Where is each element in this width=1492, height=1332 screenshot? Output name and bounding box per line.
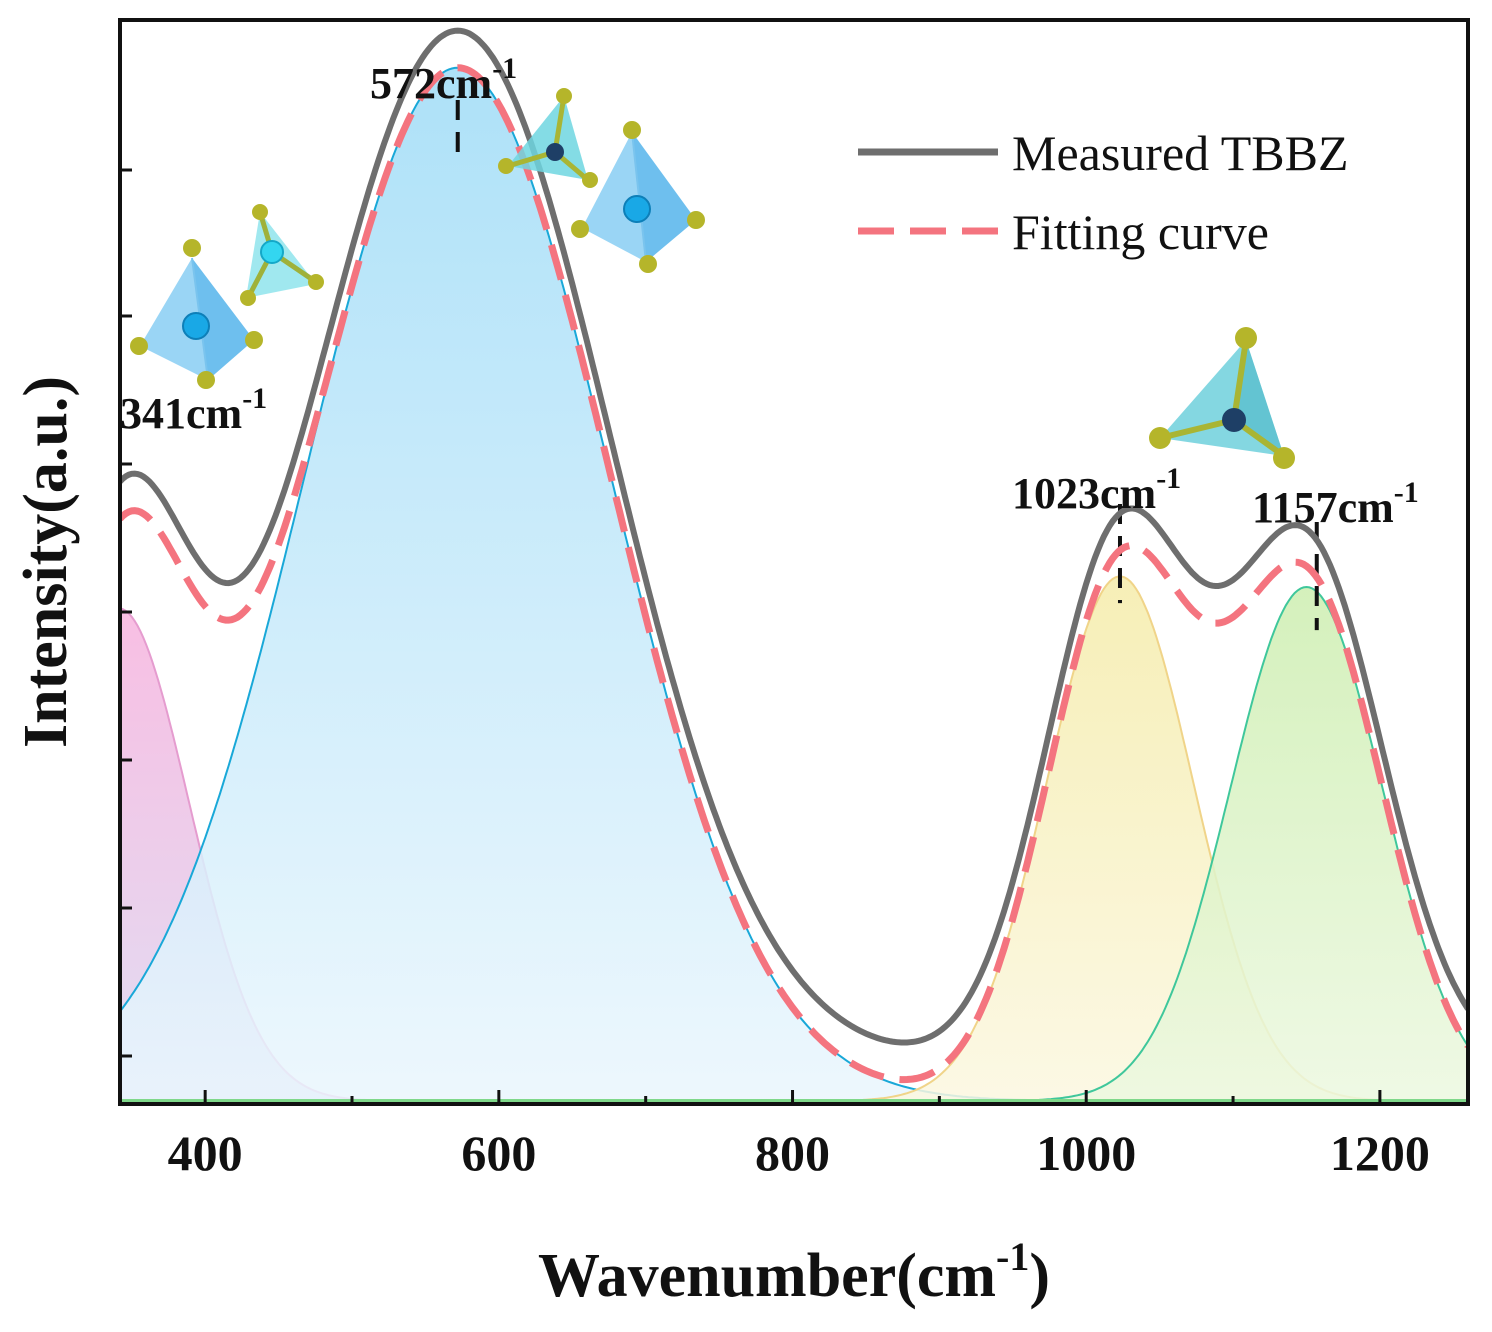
- x-tick-label-1200: 1200: [1330, 1125, 1430, 1181]
- plot-area: [120, 27, 1468, 1103]
- fitting-curve: [120, 64, 1468, 1084]
- tetrahedron-small-left-icon: [240, 204, 324, 306]
- tetrahedron-small-top-icon: [498, 88, 598, 188]
- tetrahedron-large-right-icon: [571, 121, 705, 273]
- x-ticks: 400 600 800 1000 1200: [168, 1090, 1430, 1181]
- legend: Measured TBBZ Fitting curve: [858, 125, 1349, 260]
- peak-label-341: 341cm-1: [120, 382, 267, 438]
- y-axis-title: Intensity(a.u.): [12, 376, 80, 748]
- legend-fit-label: Fitting curve: [1012, 204, 1269, 260]
- legend-measured-label: Measured TBBZ: [1012, 125, 1349, 181]
- tetrahedron-right-icon: [1149, 327, 1295, 469]
- x-tick-label-800: 800: [755, 1125, 830, 1181]
- tetrahedron-large-left-icon: [130, 239, 263, 389]
- x-tick-label-400: 400: [168, 1125, 243, 1181]
- measured-curve: [120, 27, 1468, 1046]
- x-tick-label-1000: 1000: [1036, 1125, 1136, 1181]
- component-band-572: [120, 67, 1468, 1102]
- peak-label-572: 572cm-1: [370, 52, 517, 108]
- y-ticks: [120, 168, 132, 1058]
- peak-label-1157: 1157cm-1: [1252, 476, 1419, 532]
- component-band-1150: [120, 587, 1468, 1101]
- peak-label-1023: 1023cm-1: [1012, 462, 1181, 518]
- x-tick-label-600: 600: [461, 1125, 536, 1181]
- x-axis-title: Wavenumber(cm-1): [538, 1234, 1050, 1310]
- component-band-1023: [120, 576, 1468, 1101]
